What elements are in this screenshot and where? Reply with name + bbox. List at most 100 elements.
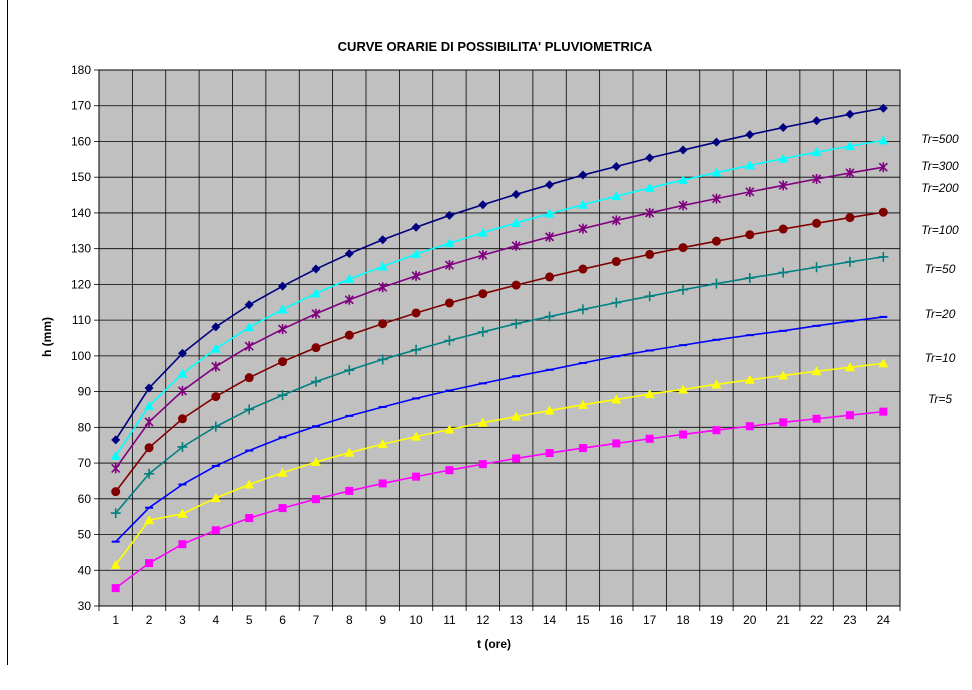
data-point [477, 417, 488, 427]
data-point [578, 264, 588, 274]
data-point [645, 434, 654, 443]
legend-label: Tr=20 [925, 307, 956, 321]
data-point [478, 250, 488, 261]
data-point [878, 135, 889, 145]
data-point [111, 435, 121, 445]
data-point [244, 404, 255, 415]
data-point [545, 272, 555, 282]
data-point [244, 373, 254, 383]
data-point [444, 298, 454, 308]
y-tick-label: 40 [78, 563, 92, 577]
data-point [277, 467, 288, 477]
data-point [245, 514, 254, 523]
data-point [411, 344, 422, 355]
x-tick-label: 13 [510, 613, 524, 627]
data-point [511, 217, 522, 227]
data-point [778, 224, 788, 234]
series-tr-200 [111, 162, 888, 474]
data-point [445, 466, 454, 475]
data-point [211, 322, 221, 332]
data-point [177, 508, 188, 518]
data-point [878, 358, 889, 368]
data-point [611, 191, 622, 201]
y-tick-label: 90 [78, 385, 92, 399]
data-point [344, 274, 355, 284]
y-tick-label: 130 [71, 242, 91, 256]
data-point [411, 249, 422, 259]
data-point [645, 153, 655, 163]
data-point [611, 161, 621, 171]
data-point [344, 294, 354, 305]
series-line [115, 410, 884, 589]
data-point [144, 400, 155, 410]
data-point [578, 444, 587, 453]
data-point [211, 361, 221, 372]
legend-label: Tr=5 [928, 392, 952, 406]
data-point [611, 257, 621, 267]
data-point [411, 308, 421, 318]
data-point [811, 173, 822, 184]
x-tick-label: 6 [279, 613, 286, 627]
x-tick-label: 7 [313, 613, 320, 627]
data-point [878, 103, 888, 113]
y-axis-label: h (mm) [40, 317, 54, 357]
data-point [144, 468, 155, 479]
data-point [211, 526, 220, 535]
data-point [678, 243, 688, 253]
data-point [711, 278, 722, 289]
data-point [211, 392, 221, 402]
data-point [377, 439, 388, 449]
data-point [177, 414, 187, 424]
series-line [115, 166, 884, 469]
data-point [110, 559, 121, 569]
x-axis-label: t (ore) [477, 637, 511, 651]
data-point [779, 418, 788, 427]
data-point [344, 447, 355, 457]
data-point [344, 249, 354, 259]
data-point [678, 200, 688, 211]
x-tick-label: 17 [643, 613, 657, 627]
data-point [444, 238, 455, 248]
data-point [310, 456, 321, 466]
y-tick-label: 150 [71, 170, 91, 184]
x-tick-label: 16 [610, 613, 624, 627]
series-line [115, 107, 884, 441]
data-point [278, 504, 287, 513]
data-point [278, 281, 288, 291]
y-tick-label: 180 [71, 63, 91, 77]
data-point [744, 374, 755, 384]
y-tick-label: 50 [78, 528, 92, 542]
data-point [711, 137, 721, 147]
x-tick-label: 23 [843, 613, 857, 627]
data-point [544, 405, 555, 415]
data-point [644, 182, 655, 192]
data-point [345, 486, 354, 495]
data-point [511, 318, 522, 329]
x-tick-label: 9 [379, 613, 386, 627]
data-point [644, 389, 655, 399]
data-point [845, 411, 854, 420]
data-point [310, 288, 321, 298]
x-tick-label: 14 [543, 613, 557, 627]
data-point [378, 319, 388, 329]
data-point [111, 463, 121, 474]
data-point [210, 343, 221, 353]
y-tick-label: 110 [72, 313, 91, 327]
data-point [844, 362, 855, 372]
page-left-rule [7, 0, 8, 665]
y-tick-label: 140 [71, 206, 91, 220]
data-point [110, 450, 121, 460]
data-point [145, 559, 154, 568]
data-point [477, 326, 488, 337]
data-point [477, 227, 488, 237]
data-point [811, 147, 822, 157]
data-point [611, 297, 622, 308]
data-point [678, 175, 689, 185]
data-point [377, 354, 388, 365]
data-point [678, 145, 688, 155]
data-point [778, 123, 788, 133]
data-point [578, 170, 588, 180]
data-point [110, 508, 121, 519]
data-point [444, 424, 455, 434]
data-point [277, 324, 288, 335]
